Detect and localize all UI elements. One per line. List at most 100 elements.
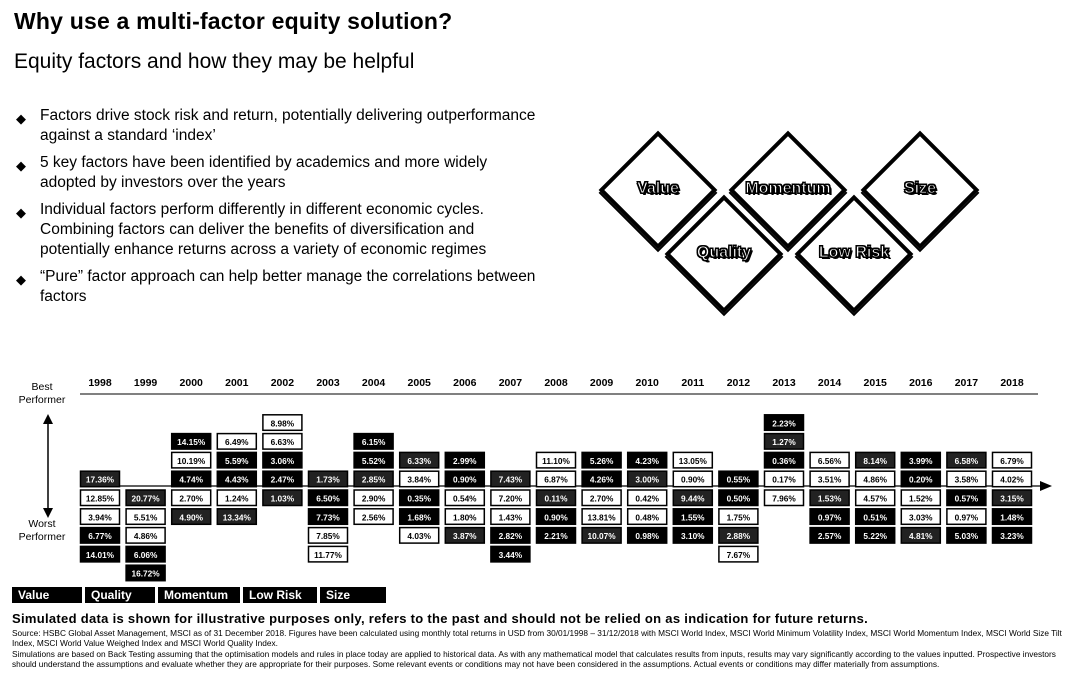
perf-cell [672,508,714,526]
performance-grid-chart: Best Performer Worst Performer 1998 1999 2… [19,377,1052,582]
perf-cell [307,470,349,488]
perf-cell-value: 13.81% [588,512,617,522]
perf-cell-value: 3.51% [818,475,842,485]
perf-cell-value: 1.48% [1000,512,1024,522]
perf-cell-value: 7.73% [316,512,340,522]
perf-cell [490,470,531,488]
perf-cell-value: 2.21% [544,531,568,541]
perf-cell [444,508,486,526]
perf-cell [900,451,942,469]
perf-cell-value: 0.97% [818,512,842,522]
perf-cell-value: 3.84% [407,475,431,485]
perf-cell-value: 0.48% [635,512,659,522]
year-label: 2003 [316,377,340,389]
factor-diamonds: Value Momentum Size Quality Low Risk [596,128,1056,318]
perf-cell-value: 2.70% [179,494,203,504]
perf-cell [581,489,622,507]
bullet-list: ◆ Factors drive stock risk and return, po… [14,106,544,314]
perf-cell-value: 1.53% [818,494,842,504]
perf-cell [626,508,668,526]
perf-cell-value: 5.59% [225,456,249,466]
disclaimer-headline: Simulated data is shown for illustrative… [12,611,869,626]
perf-cell [672,526,714,544]
perf-cell [626,470,668,488]
perf-cell-value: 5.22% [863,531,887,541]
perf-cell [79,526,121,544]
perf-cell [398,526,440,544]
perf-cell-value: 6.87% [544,475,568,485]
perf-cell-value: 6.79% [1000,456,1024,466]
perf-cell [490,526,531,544]
perf-cell [307,508,349,526]
perf-cell-value: 14.15% [177,437,206,447]
perf-cell [581,451,622,469]
simulation-note: Simulations are based on Back Testing as… [12,648,1056,670]
perf-cell [444,451,486,469]
perf-cell [763,470,805,488]
diamond-bullet-icon: ◆ [16,158,26,173]
perf-cell [718,489,759,507]
perf-cell-value: 0.11% [544,494,568,504]
perf-cell-value: 6.58% [955,456,979,466]
perf-cell [79,470,121,488]
perf-cell-value: 4.26% [590,475,614,485]
perf-cell [854,508,896,526]
perf-cell-value: 1.27% [772,437,796,447]
down-arrow-icon [43,508,53,518]
perf-cell [125,508,166,526]
perf-cell-value: 4.81% [909,531,933,541]
perf-cell [626,489,668,507]
perf-cell-value: 3.00% [635,475,659,485]
perf-cell [444,470,486,488]
perf-cell [991,470,1033,488]
perf-cell-value: 4.86% [134,531,158,541]
perf-cell-value: 1.55% [681,512,705,522]
perf-cell [535,508,577,526]
perf-cell-value: 0.57% [955,494,979,504]
perf-cell [854,451,896,469]
perf-cell [535,470,577,488]
perf-cell [216,432,258,450]
perf-cell-value: 11.10% [542,456,570,466]
perf-cell-value: 4.57% [863,494,887,504]
perf-cell-value: 17.36% [86,475,115,485]
year-label: 2008 [544,377,568,389]
perf-cell-value: 4.03% [407,531,431,541]
perf-cell-value: 0.36% [772,456,796,466]
legend-item: Quality [85,587,155,603]
perf-cell [991,451,1033,469]
perf-cell-value: 4.90% [179,512,203,522]
perf-cell [262,432,303,450]
perf-cell-value: 2.99% [453,456,477,466]
year-label: 2005 [408,377,432,389]
perf-cell [170,470,212,488]
perf-cell [307,526,349,544]
perf-cell-value: 1.03% [271,494,295,504]
perf-cell [900,470,942,488]
perf-cell [809,470,850,488]
perf-cell [763,489,805,507]
perf-cell-value: 1.75% [727,512,751,522]
perf-cell-value: 13.34% [223,512,252,522]
perf-cell [900,526,942,544]
perf-cell-value: 2.23% [772,418,796,428]
perf-cell [79,489,121,507]
perf-cell [444,526,486,544]
year-label: 2018 [1000,377,1024,389]
perf-cell [809,508,850,526]
perf-cell [946,526,987,544]
year-label: 1998 [88,377,112,389]
perf-cell-value: 4.23% [635,456,659,466]
diamond-bullet-icon: ◆ [16,272,26,287]
size-diamond-label: Size [903,180,936,198]
perf-cell [490,545,531,563]
perf-cell-value: 6.63% [271,437,295,447]
perf-cell-value: 3.44% [499,550,523,560]
year-label: 2013 [772,377,796,389]
diamond-bullet-icon: ◆ [16,111,26,126]
perf-cell-value: 12.85% [86,494,115,504]
perf-cell [763,451,805,469]
source-text: Source: HSBC Global Asset Management, MS… [12,628,1062,649]
perf-cell [672,489,714,507]
diamond-bullet-icon: ◆ [16,205,26,220]
